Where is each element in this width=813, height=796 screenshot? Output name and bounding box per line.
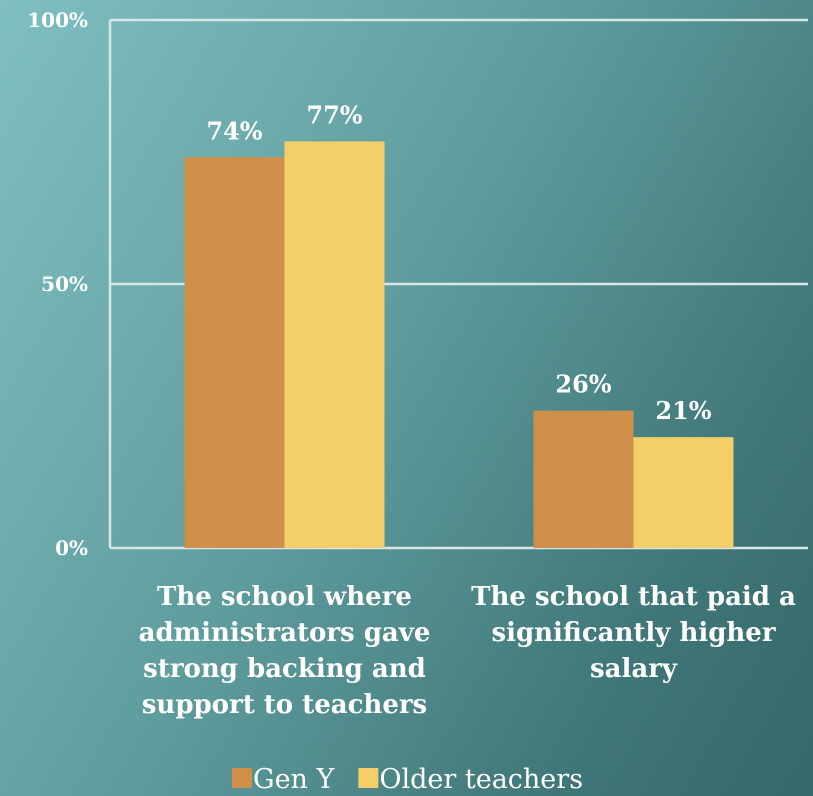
bar-gen-y-2 — [533, 410, 634, 548]
category-label-line: significantly higher — [491, 618, 775, 648]
data-label: 21% — [655, 396, 711, 425]
category-label-line: The school where — [157, 582, 412, 612]
data-labels: 74% 77% 26% 21% — [206, 100, 711, 425]
bars — [184, 141, 734, 548]
bar-gen-y-1 — [184, 157, 285, 548]
bar-older-teachers-2 — [633, 437, 734, 548]
y-tick-label: 50% — [41, 272, 88, 296]
data-label: 77% — [306, 100, 362, 129]
legend-swatch — [358, 768, 379, 788]
category-label-line: support to teachers — [142, 690, 427, 720]
bar-older-teachers-1 — [284, 141, 385, 548]
legend-swatch — [232, 768, 252, 788]
data-label: 26% — [555, 370, 611, 399]
category-labels: The school where administrators gave stron… — [139, 582, 796, 720]
y-axis-tick-labels: 0% 50% 100% — [27, 8, 88, 560]
legend: Gen Y Older teachers — [232, 764, 583, 795]
category-label-line: salary — [590, 654, 678, 684]
category-label-line: strong backing and — [143, 654, 426, 684]
category-label-line: The school that paid a — [471, 582, 796, 612]
y-tick-label: 0% — [55, 536, 88, 560]
legend-label: Gen Y — [253, 764, 336, 795]
data-label: 74% — [206, 116, 262, 145]
y-tick-label: 100% — [27, 8, 88, 32]
legend-label: Older teachers — [379, 764, 583, 795]
category-label-line: administrators gave — [139, 618, 431, 648]
